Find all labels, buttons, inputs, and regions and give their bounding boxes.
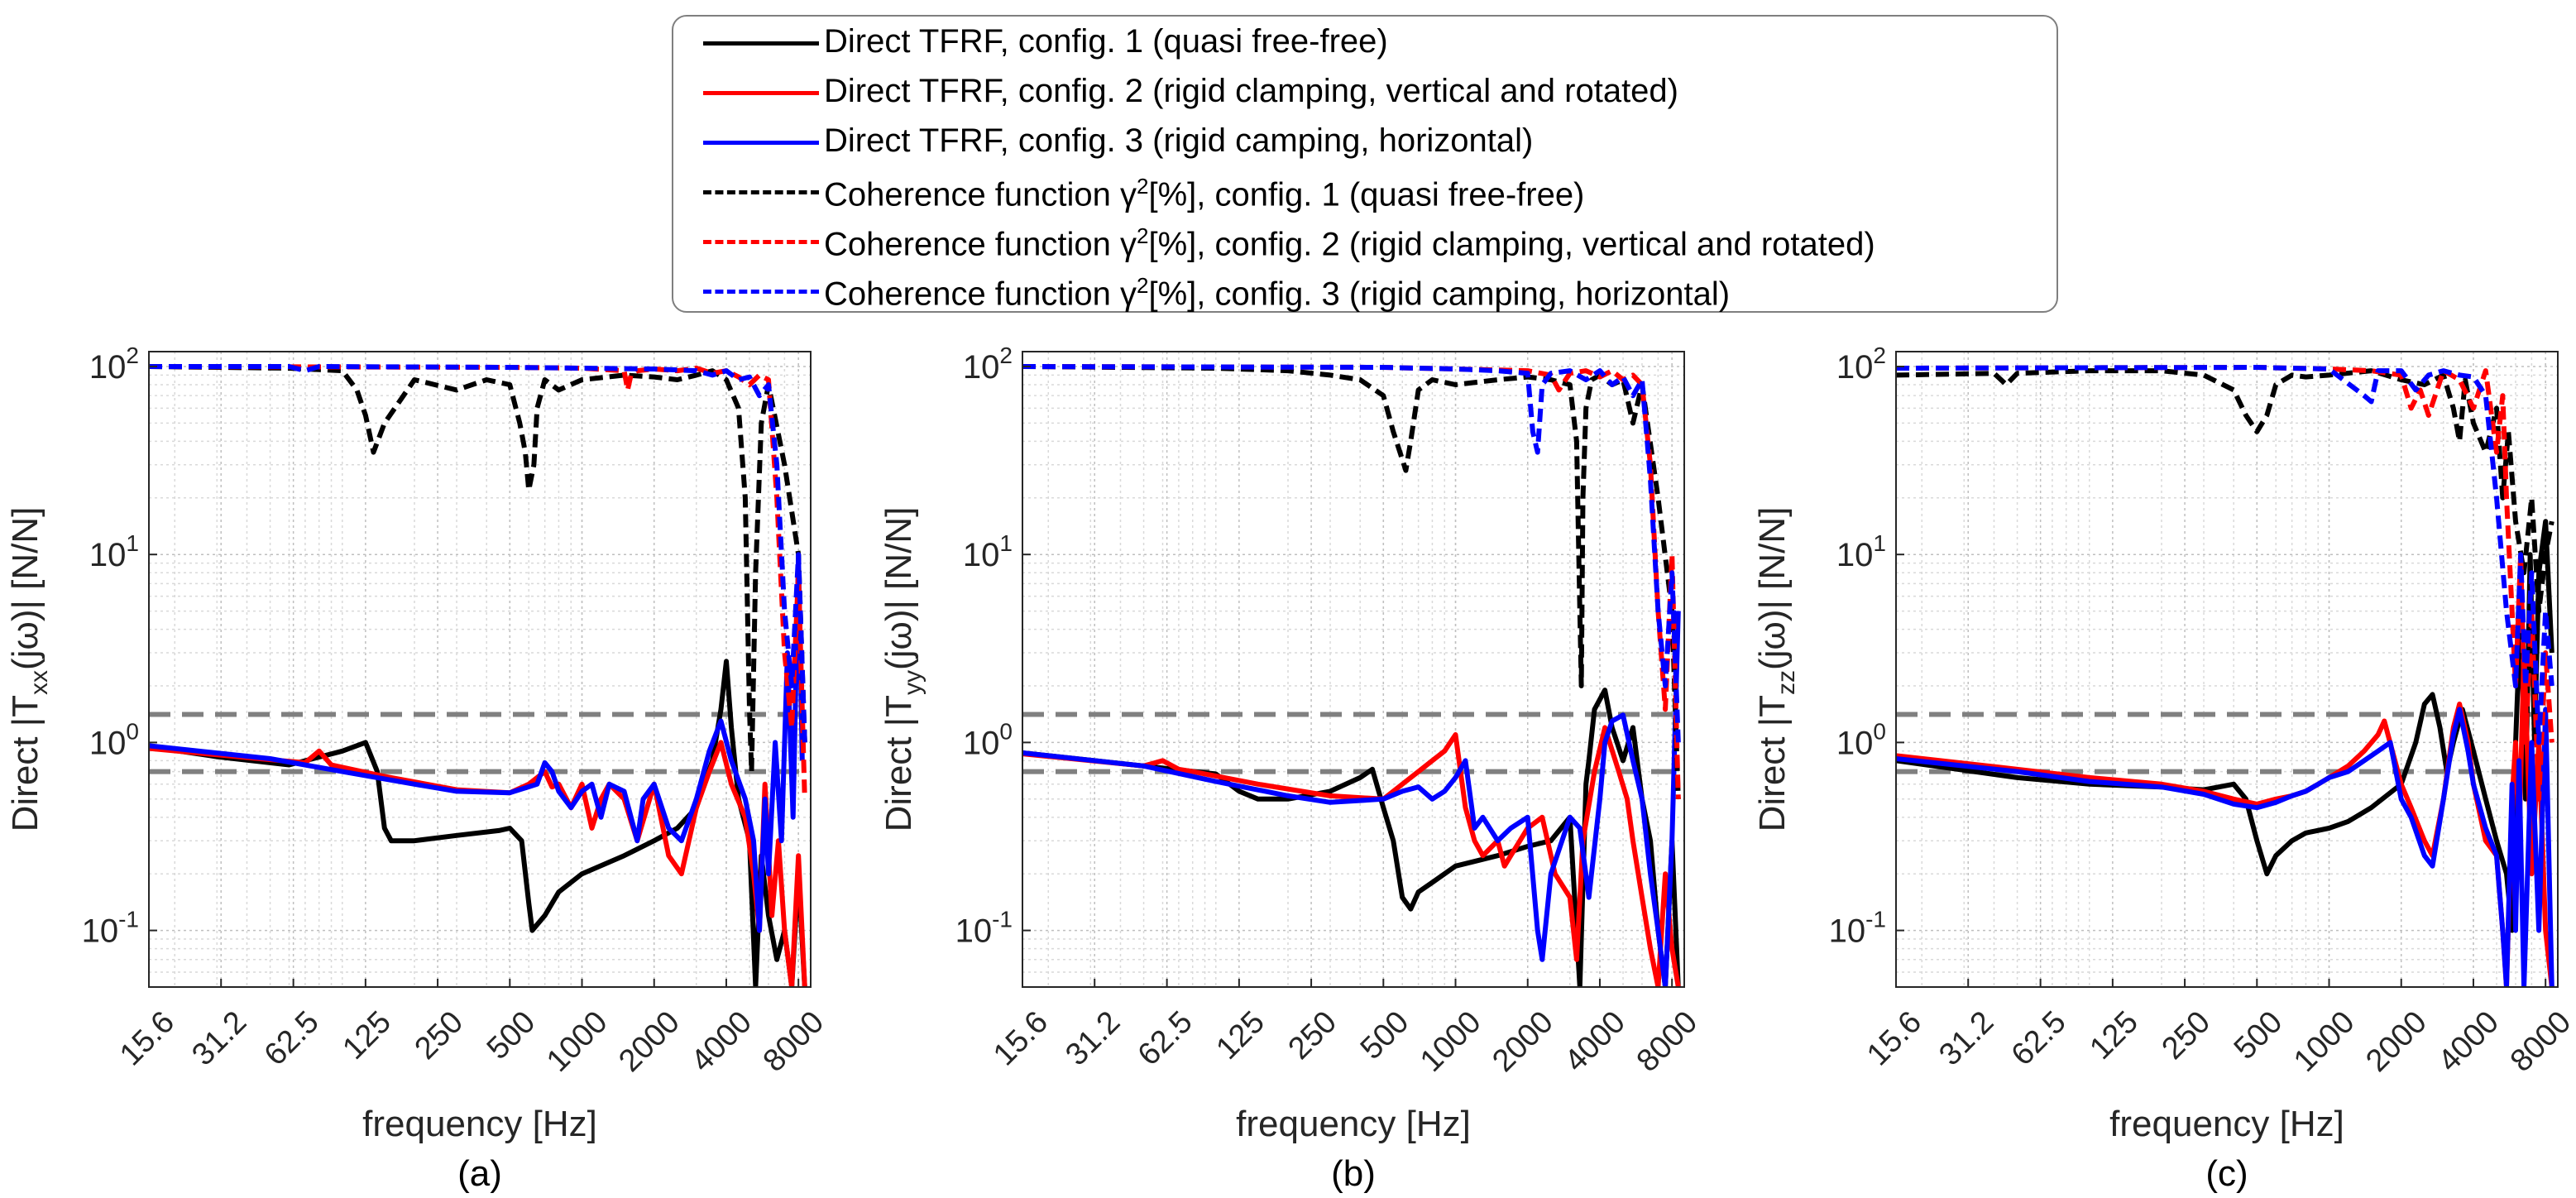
legend-swatch-blue-solid [703,141,819,145]
x-tick-label: 8000 [757,1004,831,1078]
x-tick-label: 125 [1209,1004,1271,1066]
x-tick-label: 4000 [1559,1004,1632,1078]
x-tick-label: 2000 [2359,1004,2433,1078]
legend-label: Direct TFRF, config. 1 (quasi free-free) [824,23,1388,60]
legend-label: Coherence function γ2[%], config. 2 (rig… [824,223,1875,263]
x-tick-label: 8000 [2504,1004,2576,1078]
plot-area [149,352,811,987]
x-tick-label: 62.5 [2005,1004,2073,1072]
legend-swatch-red-solid [703,91,819,95]
x-tick-label: 1000 [1414,1004,1487,1078]
axes-frame [1895,351,2559,988]
y-tick-label: 101 [89,530,139,573]
x-tick-label: 4000 [2432,1004,2506,1078]
coherence-line-1 [1896,368,2554,614]
panel-caption: (a) [457,1153,502,1194]
x-tick-label: 15.6 [113,1004,181,1072]
legend-label: Direct TFRF, config. 2 (rigid clamping, … [824,73,1678,109]
y-tick-label: 10-1 [955,907,1013,950]
coherence-line-3 [1896,365,2554,745]
panel-caption: (c) [2205,1153,2248,1194]
panel-caption: (b) [1331,1153,1376,1194]
y-tick-label: 101 [963,530,1013,573]
x-tick-label: 1000 [540,1004,614,1078]
legend-label: Coherence function γ2[%], config. 3 (rig… [824,272,1731,313]
x-tick-label: 500 [481,1004,543,1066]
legend-swatch-black-dashed [703,190,819,194]
axes-frame [148,351,812,988]
y-axis-label: Direct |Txx(jω)| [N/N] [5,507,53,832]
x-tick-label: 500 [1354,1004,1416,1066]
x-tick-label: 31.2 [1059,1004,1127,1072]
y-tick-label: 101 [1836,530,1886,573]
x-tick-label: 250 [2156,1004,2218,1066]
x-axis-label: frequency [Hz] [362,1104,597,1144]
x-tick-label: 31.2 [185,1004,253,1072]
coherence-line-2 [1896,365,2554,802]
y-axis-label: Direct |Tyy(jω)| [N/N] [879,507,926,832]
x-tick-label: 31.2 [1932,1004,2000,1072]
y-axis-label: Direct |Tzz(jω)| [N/N] [1752,507,1800,832]
coherence-line-2 [1022,364,1681,799]
x-tick-label: 8000 [1630,1004,1704,1078]
legend: Direct TFRF, config. 1 (quasi free-free)… [672,15,2058,313]
y-tick-label: 102 [1836,343,1886,386]
x-tick-label: 500 [2228,1004,2290,1066]
legend-swatch-red-dashed [703,240,819,244]
tfrf-line-3 [1896,707,2554,987]
series-group [1022,364,1681,987]
y-tick-label: 100 [963,718,1013,761]
y-tick-label: 10-1 [82,907,139,950]
tfrf-line-2 [1022,725,1681,987]
tfrf-line-3 [1022,611,1681,987]
x-tick-label: 2000 [1486,1004,1559,1078]
x-tick-label: 62.5 [258,1004,326,1072]
x-tick-label: 125 [336,1004,398,1066]
series-group [149,364,807,987]
legend-swatch-blue-dashed [703,290,819,294]
axes-frame [1022,351,1685,988]
tfrf-line-2 [1896,650,2554,987]
x-tick-label: 15.6 [987,1004,1055,1072]
series-group [1896,365,2554,987]
x-tick-label: 4000 [685,1004,759,1078]
coherence-line-3 [1022,364,1681,743]
x-tick-label: 250 [1282,1004,1344,1066]
y-tick-label: 10-1 [1829,907,1886,950]
legend-label: Direct TFRF, config. 3 (rigid camping, h… [824,122,1534,159]
coherence-line-3 [149,364,807,743]
y-tick-label: 100 [89,718,139,761]
coherence-line-1 [1022,364,1681,799]
x-tick-label: 62.5 [1132,1004,1199,1072]
x-tick-label: 250 [409,1004,471,1066]
y-tick-label: 102 [963,343,1013,386]
x-tick-label: 125 [2083,1004,2145,1066]
grid [148,352,811,987]
x-tick-label: 2000 [612,1004,686,1078]
x-tick-label: 1000 [2287,1004,2361,1078]
plot-area [1896,352,2558,987]
x-axis-label: frequency [Hz] [2109,1104,2344,1144]
x-tick-label: 15.6 [1860,1004,1928,1072]
y-tick-label: 100 [1836,718,1886,761]
coherence-line-1 [149,364,807,774]
legend-label: Coherence function γ2[%], config. 1 (qua… [824,173,1585,213]
legend-swatch-black-solid [703,41,819,46]
y-tick-label: 102 [89,343,139,386]
tfrf-line-3 [149,552,805,933]
x-axis-label: frequency [Hz] [1236,1104,1471,1144]
